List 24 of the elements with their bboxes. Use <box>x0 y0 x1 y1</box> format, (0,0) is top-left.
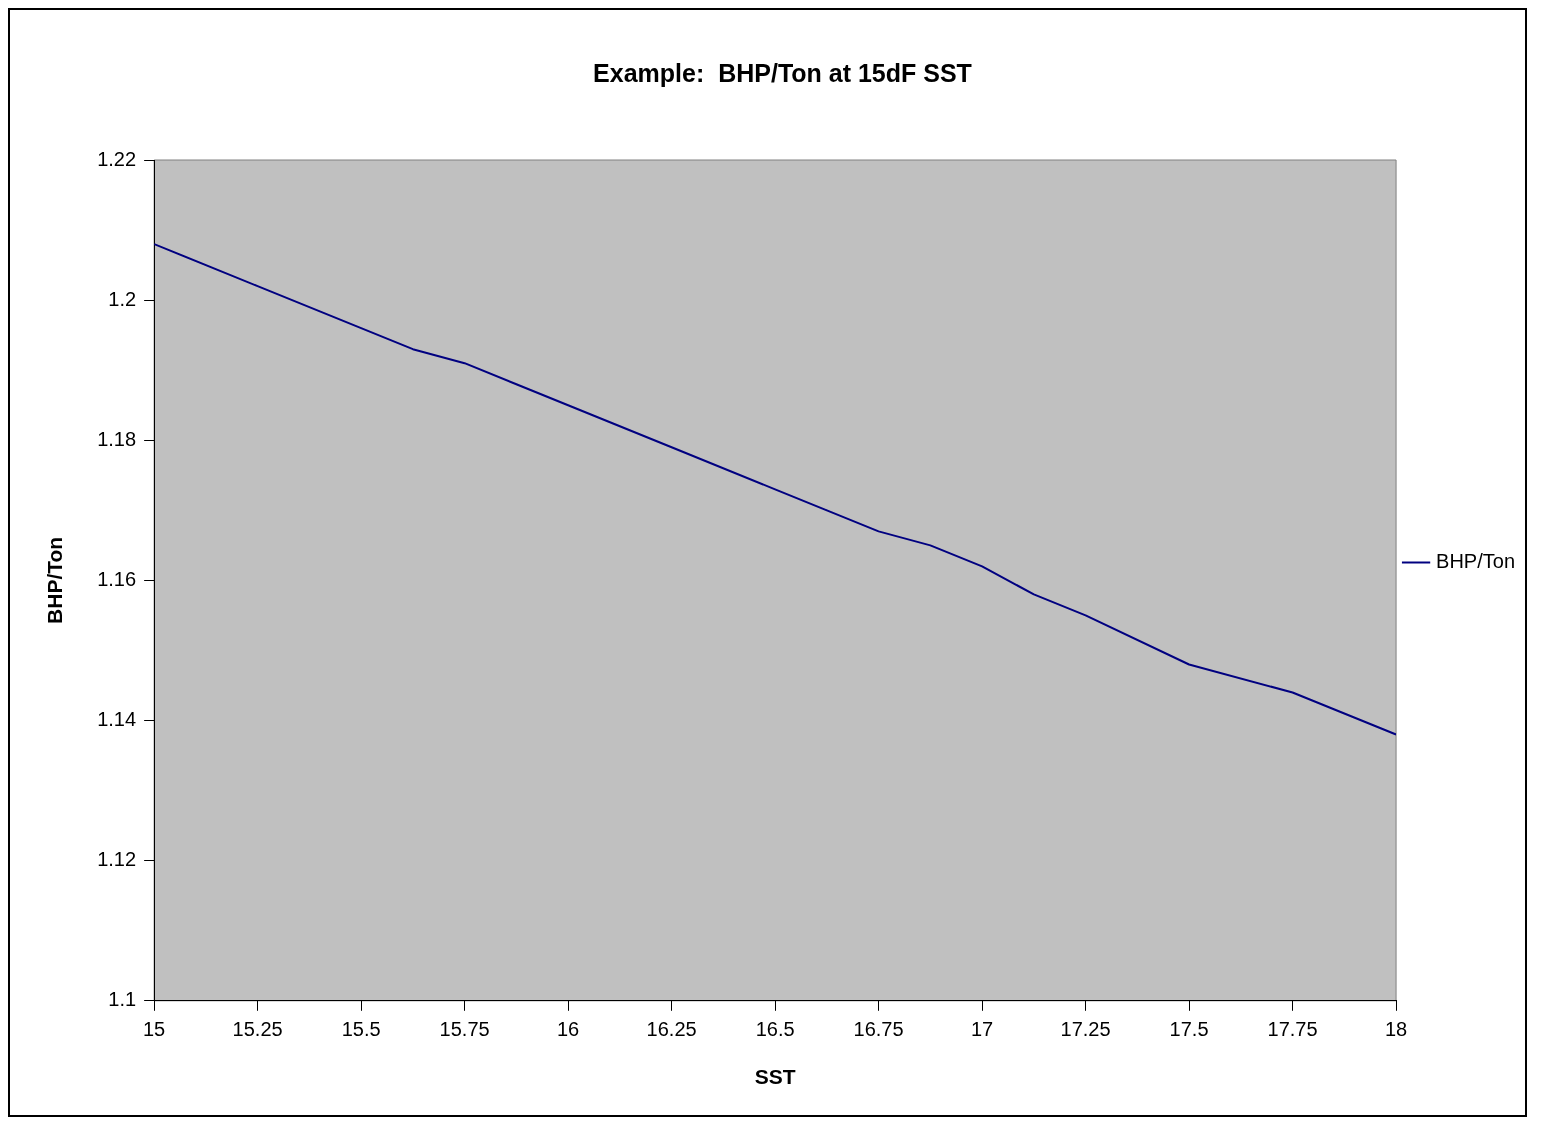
x-tick-label: 15.5 <box>341 1018 381 1041</box>
x-tick-label: 16.25 <box>646 1018 697 1041</box>
y-tick-label: 1.18 <box>97 427 137 450</box>
x-tick-label: 15.25 <box>232 1018 283 1041</box>
x-axis-title: SST <box>754 1065 796 1089</box>
x-tick-label: 16.75 <box>853 1018 904 1041</box>
y-tick-label: 1.12 <box>97 848 137 871</box>
x-tick-label: 17.5 <box>1169 1018 1209 1041</box>
y-axis-title: BHP/Ton <box>43 536 67 624</box>
y-tick-label: 1.16 <box>97 567 137 590</box>
y-tick-label: 1.1 <box>108 988 137 1011</box>
x-tick-label: 15.75 <box>439 1018 490 1041</box>
y-tick-label: 1.14 <box>97 708 137 731</box>
x-tick-label: 16.5 <box>755 1018 795 1041</box>
x-tick-label: 16 <box>556 1018 580 1041</box>
y-tick-label: 1.22 <box>97 147 137 170</box>
x-tick-label: 17.75 <box>1267 1018 1318 1041</box>
x-tick-label: 17.25 <box>1060 1018 1111 1041</box>
legend-label: BHP/Ton <box>1436 550 1516 573</box>
x-tick-label: 17 <box>970 1018 994 1041</box>
y-tick-label: 1.2 <box>108 287 137 310</box>
chart-title: Example: BHP/Ton at 15dF SST <box>593 58 972 87</box>
x-tick-label: 18 <box>1384 1018 1408 1041</box>
x-tick-label: 15 <box>143 1018 166 1041</box>
